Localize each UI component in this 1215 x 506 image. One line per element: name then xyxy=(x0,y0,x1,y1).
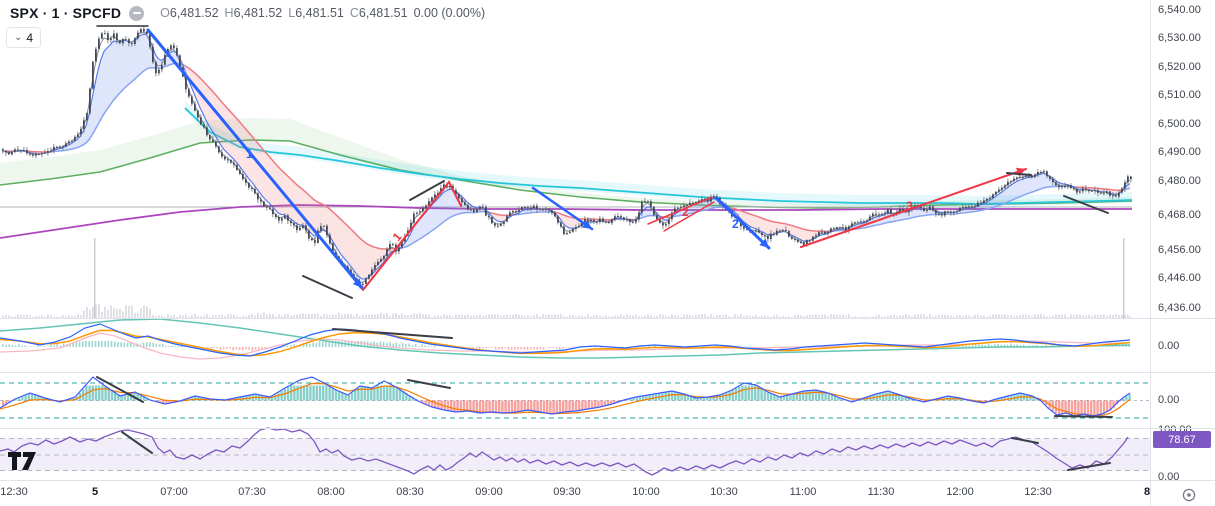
source-toggle-icon[interactable] xyxy=(129,5,145,21)
low-label: L xyxy=(288,6,296,20)
price-axis-border xyxy=(1150,0,1151,506)
pane-separator-main[interactable] xyxy=(0,318,1215,319)
chevron-down-icon: ⌄ xyxy=(14,31,23,43)
open-label: O xyxy=(160,6,170,20)
indicators-collapse-button[interactable]: ⌄ 4 xyxy=(6,27,42,48)
close-value: 6,481.51 xyxy=(358,6,408,20)
tradingview-logo[interactable] xyxy=(8,452,36,470)
time-axis-border xyxy=(0,480,1215,481)
open-value: 6,481.52 xyxy=(169,6,219,20)
symbol-title[interactable]: SPX · 1 · SPCFD xyxy=(10,5,122,21)
pane-separator-macd[interactable] xyxy=(0,372,1215,373)
osc-value-label: 0.00 xyxy=(1158,394,1180,406)
svg-text:3: 3 xyxy=(906,199,913,213)
timezone-settings-icon[interactable] xyxy=(1180,486,1198,504)
low-value: 6,481.51 xyxy=(295,6,344,20)
high-label: H xyxy=(224,6,234,20)
macd-value-label: 0.00 xyxy=(1158,340,1180,352)
change-value: 0.00 (0.00%) xyxy=(413,6,486,20)
chart-legend: SPX · 1 · SPCFD O6,481.52 H6,481.52 L6,4… xyxy=(10,5,485,21)
high-value: 6,481.52 xyxy=(233,6,283,20)
svg-text:2: 2 xyxy=(682,205,689,219)
close-label: C xyxy=(349,6,359,20)
rsi-bottom-label: 0.00 xyxy=(1158,471,1180,483)
svg-text:1: 1 xyxy=(246,147,253,161)
pane-separator-osc[interactable] xyxy=(0,428,1215,429)
rsi-value-badge: 78.67 xyxy=(1153,431,1211,448)
svg-text:2: 2 xyxy=(732,217,739,231)
collapse-count: 4 xyxy=(26,30,34,45)
ohlc-values: O6,481.52 H6,481.52 L6,481.51 C6,481.51 … xyxy=(160,6,485,20)
